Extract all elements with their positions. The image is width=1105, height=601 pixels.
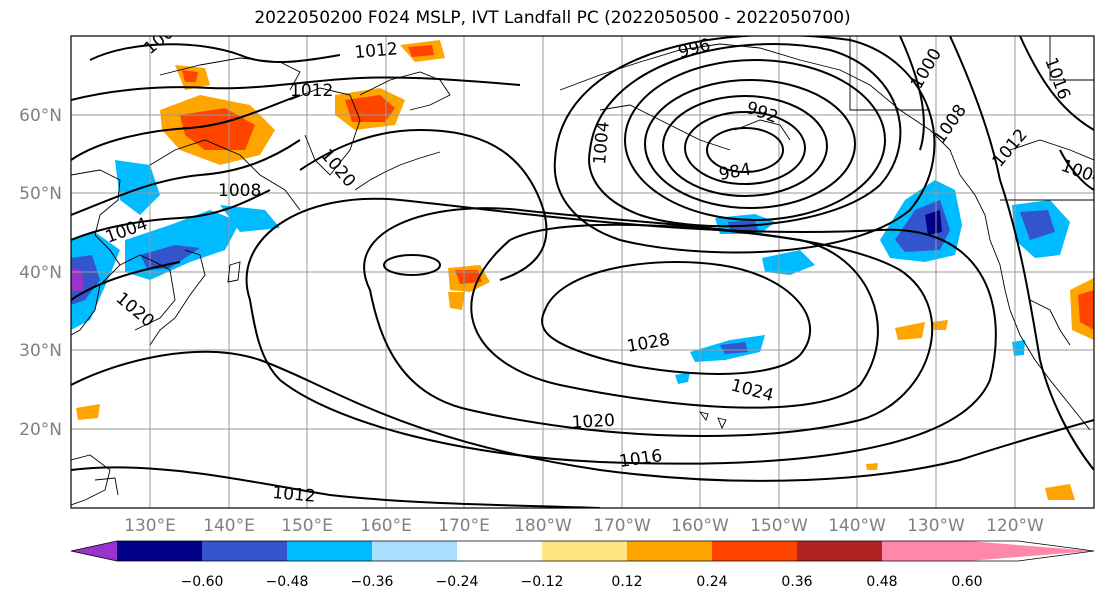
colorbar-swatch (202, 541, 287, 561)
colorbar-swatch (542, 541, 627, 561)
coastlines (71, 36, 1094, 506)
isobar-label: 1020 (571, 411, 615, 433)
colorbar-swatch (117, 541, 202, 561)
lon-label: 140°W (828, 516, 886, 536)
lon-label: 170°E (438, 516, 490, 536)
isobar-label: 1008 (218, 181, 261, 201)
lon-label: 150°E (281, 516, 333, 536)
colorbar-swatch (882, 541, 967, 561)
colorbar-tick: 0.48 (866, 574, 897, 590)
colorbar-tick: −0.48 (266, 574, 309, 590)
colorbar-swatch (797, 541, 882, 561)
colorbar-tick: 0.36 (781, 574, 812, 590)
isobar-label: 1012 (272, 483, 317, 507)
colorbar-tick: 0.60 (951, 574, 982, 590)
lon-label: 170°W (593, 516, 651, 536)
colorbar-tick: −0.36 (351, 574, 394, 590)
colorbar-swatch (457, 541, 542, 561)
colorbar-swatch (627, 541, 712, 561)
lat-label: 60°N (19, 106, 62, 126)
lat-label: 20°N (19, 420, 62, 440)
lon-label: 120°W (986, 516, 1044, 536)
colorbar: −0.60 −0.48 −0.36 −0.24 −0.12 0.12 0.24 … (70, 540, 1095, 590)
colorbar-tick: −0.12 (521, 574, 564, 590)
lon-label: 140°E (203, 516, 255, 536)
colorbar-swatch (712, 541, 797, 561)
mslp-isobars (71, 36, 1094, 508)
colorbar-extend-min (71, 541, 117, 561)
lat-label: 30°N (19, 341, 62, 361)
isobar-label: 1012 (290, 81, 333, 101)
longitude-labels: 130°E 140°E 150°E 160°E 170°E 180°W 170°… (124, 516, 1044, 536)
lon-label: 160°W (671, 516, 729, 536)
lat-label: 40°N (19, 263, 62, 283)
isobar-label: 1012 (354, 39, 399, 63)
lon-label: 160°E (360, 516, 412, 536)
colorbar-swatch (287, 541, 372, 561)
lat-label: 50°N (19, 184, 62, 204)
colorbar-tick: −0.24 (436, 574, 479, 590)
ivt-shading (71, 40, 1094, 500)
map-title: 2022050200 F024 MSLP, IVT Landfall PC (2… (254, 8, 851, 28)
lon-label: 180°W (514, 516, 572, 536)
colorbar-tick: 0.12 (611, 574, 642, 590)
isobar-label: 1004 (590, 121, 614, 166)
colorbar-tick: 0.24 (696, 574, 727, 590)
map-border (70, 35, 1095, 509)
colorbar-tick: −0.60 (181, 574, 224, 590)
lon-label: 130°W (907, 516, 965, 536)
colorbar-swatch (372, 541, 457, 561)
colorbar-extend-max (967, 541, 1094, 561)
lon-label: 150°W (750, 516, 808, 536)
lon-label: 130°E (124, 516, 176, 536)
latitude-labels: 60°N 50°N 40°N 30°N 20°N (19, 106, 62, 440)
